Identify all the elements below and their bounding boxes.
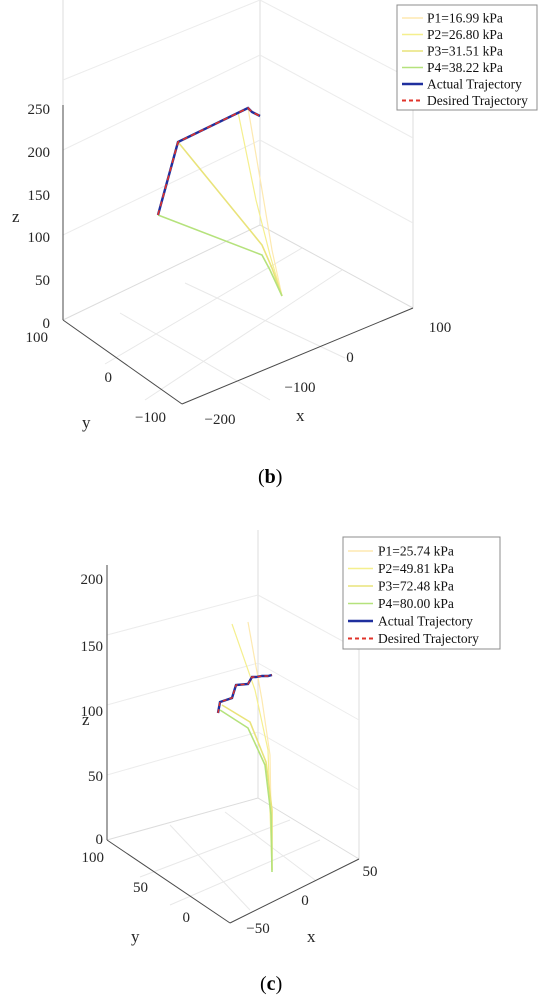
- chart-c-series-p2: [231, 623, 273, 871]
- chart-c-legend-label: P2=49.81 kPa: [378, 561, 454, 576]
- chart-b-xlabel: x: [296, 406, 305, 425]
- chart-c-z-tick-label: 50: [88, 769, 103, 785]
- chart-c-legend-label: Actual Trajectory: [378, 614, 473, 629]
- chart-b-caption: (b): [258, 466, 283, 488]
- chart-c-z-tick-label: 0: [96, 832, 104, 848]
- chart-c-legend-label: P4=80.00 kPa: [378, 596, 454, 611]
- chart-c-caption: (c): [260, 973, 283, 995]
- chart-b-z-tick-label: 250: [28, 102, 51, 118]
- chart-b-series-p3: [177, 141, 283, 297]
- chart-b-y-tick-label: −100: [135, 410, 166, 426]
- chart-c-y-tick-label: 100: [82, 850, 105, 866]
- chart-c-xlabel: x: [307, 927, 316, 946]
- chart-b-legend-label: Desired Trajectory: [427, 93, 528, 108]
- chart-c-legend-label: P3=72.48 kPa: [378, 579, 454, 594]
- chart-c-z-tick-label: 150: [81, 639, 104, 655]
- chart-c-x-tick-label: −50: [246, 921, 269, 937]
- chart-b-x-tick-label: 0: [346, 350, 354, 366]
- chart-b-x-tick-label: −200: [205, 412, 236, 428]
- chart-c-ylabel: y: [131, 927, 140, 946]
- chart-c-legend-label: Desired Trajectory: [378, 631, 479, 646]
- chart-panel-c: 0 50 100 150 200 0 50 100 −50 0 50 z y x P1=25.74 …: [0, 500, 550, 1005]
- chart-c-x-tick-label: 0: [301, 893, 309, 909]
- chart-b-series-desired: [157, 107, 261, 216]
- chart-b-z-tick-label: 200: [28, 145, 51, 161]
- chart-c-box: [106, 530, 360, 911]
- chart-b-legend-label: P3=31.51 kPa: [427, 44, 503, 59]
- chart-c-series-p3: [221, 704, 273, 870]
- chart-b-y-tick-label: 0: [105, 370, 113, 386]
- chart-b-x-tick-label: 100: [429, 320, 452, 336]
- chart-b-z-tick-label: 100: [28, 230, 51, 246]
- chart-c-series-desired: [217, 674, 273, 714]
- chart-b-ylabel: y: [82, 413, 91, 432]
- chart-c-y-tick-label: 50: [133, 880, 148, 896]
- chart-b-z-tick-label: 150: [28, 188, 51, 204]
- chart-c-svg: 0 50 100 150 200 0 50 100 −50 0 50 z y x P1=25.74 …: [81, 530, 501, 946]
- chart-b-z-tick-label: 50: [35, 273, 50, 289]
- chart-b-axes: [62, 105, 414, 405]
- chart-b-series-p1: [247, 107, 283, 297]
- chart-b-legend-label: P1=16.99 kPa: [427, 11, 503, 26]
- chart-b-legend-label: Actual Trajectory: [427, 77, 522, 92]
- chart-panel-b: 0 50 100 150 200 250 −100 0 100 −200 −100 0 100 z y …: [0, 0, 550, 500]
- chart-c-z-tick-label: 100: [81, 704, 104, 720]
- chart-c-ticks: 0 50 100 150 200 0 50 100 −50 0 50: [81, 572, 378, 937]
- chart-b-series-p4: [157, 214, 283, 297]
- chart-b-series-p2: [237, 111, 283, 297]
- chart-b-y-tick-label: 100: [26, 330, 49, 346]
- chart-c-axes: [106, 565, 360, 924]
- chart-b-box: [62, 0, 414, 401]
- chart-c-legend: P1=25.74 kPa P2=49.81 kPa P3=72.48 kPa P4=8…: [342, 536, 501, 650]
- chart-c-y-tick-label: 0: [183, 910, 191, 926]
- chart-b-legend-label: P2=26.80 kPa: [427, 27, 503, 42]
- chart-b-legend-label: P4=38.22 kPa: [427, 60, 503, 75]
- chart-c-legend-label: P1=25.74 kPa: [378, 544, 454, 559]
- chart-b-zlabel: z: [12, 207, 20, 226]
- chart-b-x-tick-label: −100: [285, 380, 316, 396]
- chart-c-z-tick-label: 200: [81, 572, 104, 588]
- chart-c-x-tick-label: 50: [363, 864, 378, 880]
- chart-b-z-tick-label: 0: [43, 316, 51, 332]
- chart-c-series-p4: [219, 709, 273, 873]
- chart-c-zlabel: z: [82, 710, 90, 729]
